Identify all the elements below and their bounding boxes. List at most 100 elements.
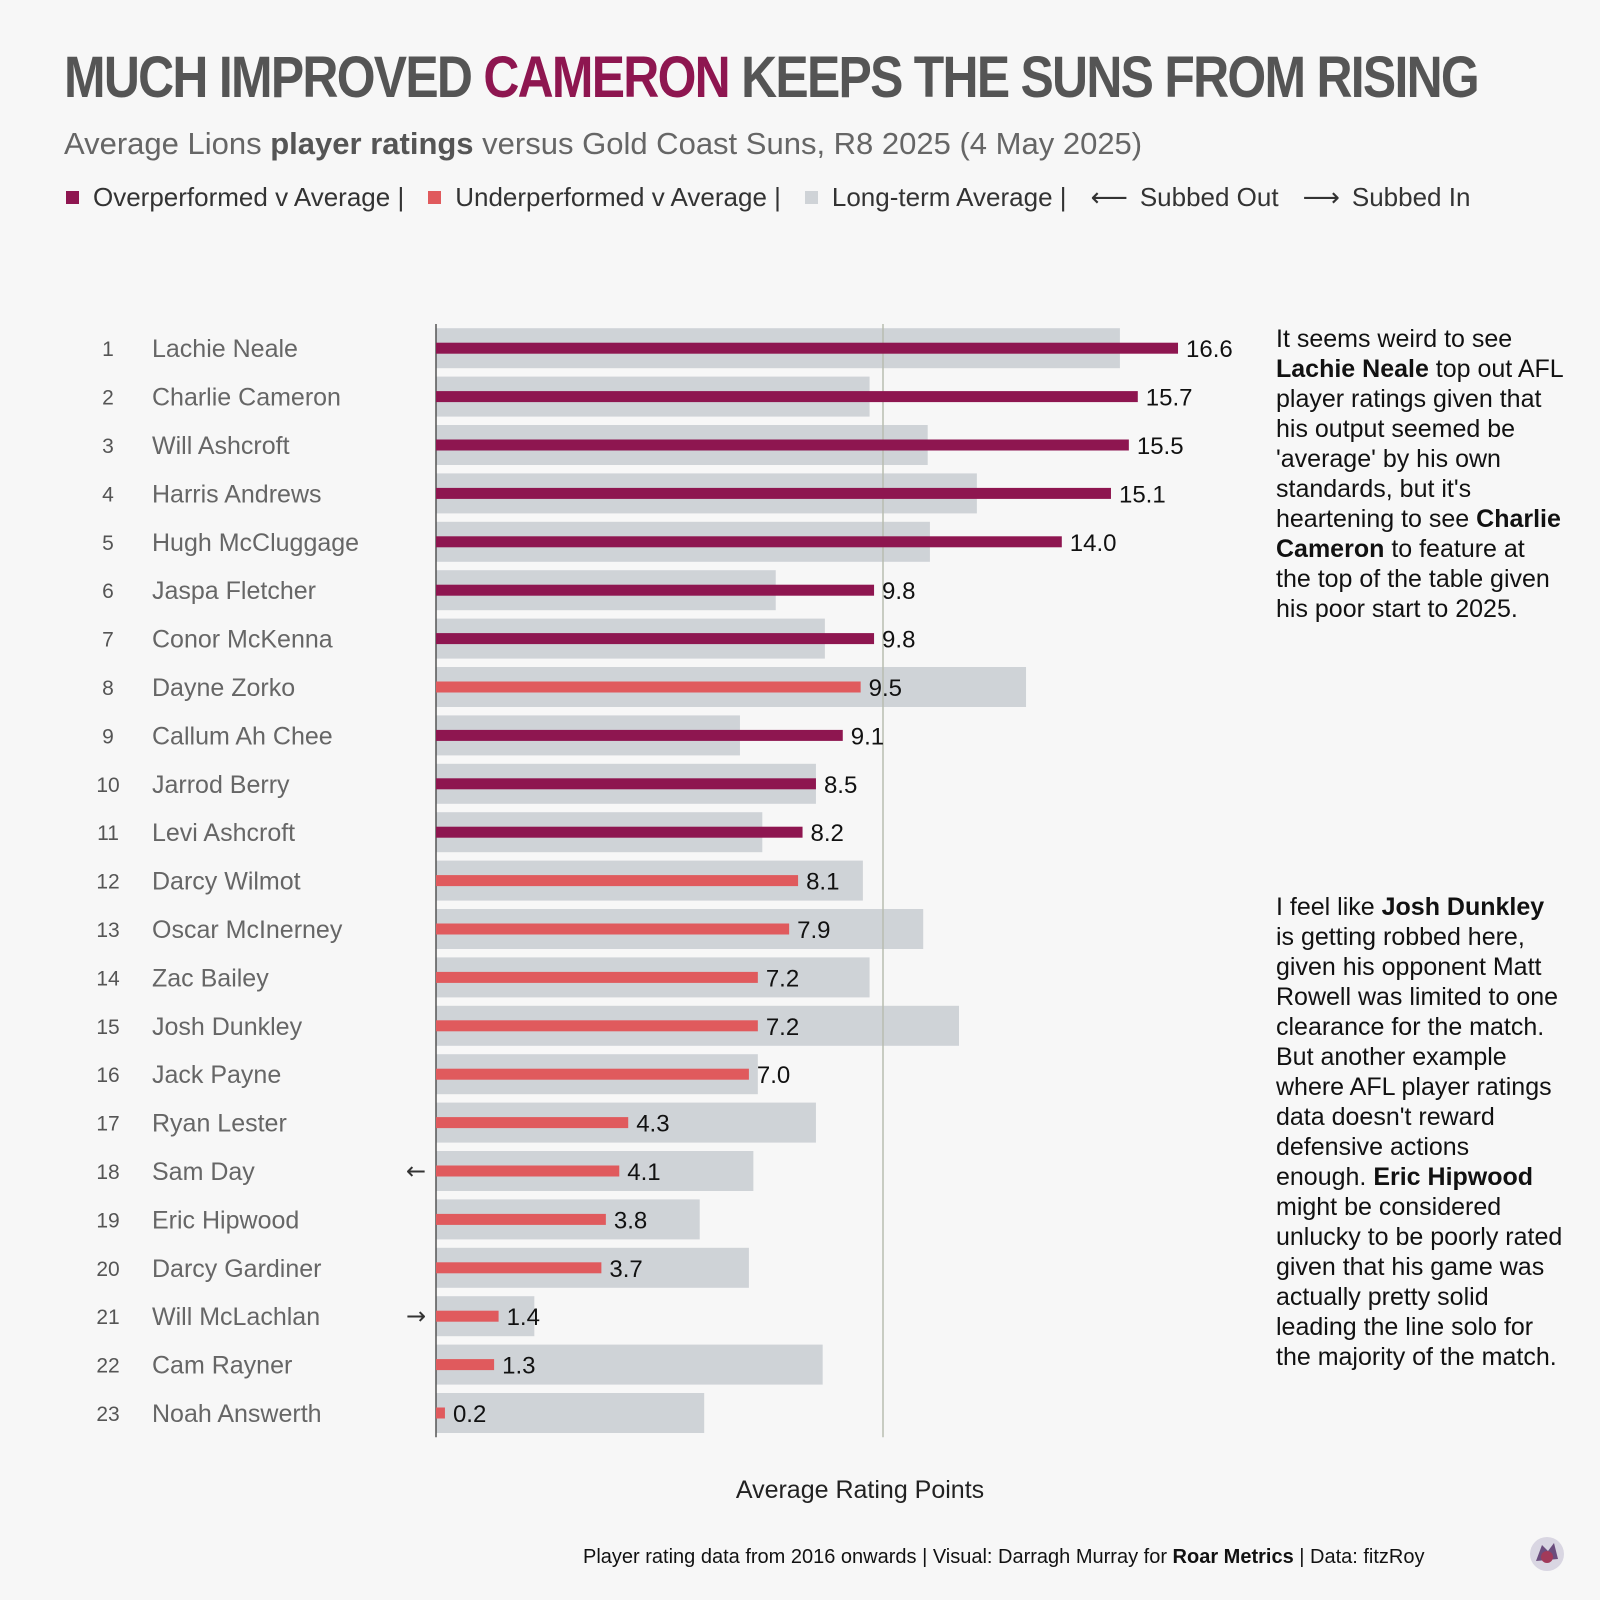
legend-swatch-under (428, 191, 442, 204)
player-name-label: Sam Day (152, 1158, 255, 1186)
player-name-label: Eric Hipwood (152, 1206, 299, 1234)
rank-label: 1 (102, 338, 114, 361)
rank-label: 14 (96, 967, 120, 990)
legend-label-in: Subbed In (1351, 182, 1471, 212)
value-label: 3.7 (609, 1256, 642, 1283)
rating-bar (436, 633, 875, 645)
rank-label: 12 (96, 871, 119, 894)
rank-label: 20 (96, 1258, 119, 1281)
player-name-label: Jack Payne (152, 1061, 281, 1089)
rating-bar (436, 536, 1062, 548)
value-label: 3.8 (614, 1207, 647, 1234)
legend-swatch-avg (804, 191, 818, 204)
player-name-label: Darcy Gardiner (152, 1255, 322, 1283)
player-name-label: Hugh McCluggage (152, 529, 359, 557)
rank-label: 7 (102, 629, 114, 652)
value-label: 14.0 (1070, 530, 1117, 557)
rating-bar (436, 1020, 758, 1032)
rank-label: 17 (96, 1113, 119, 1136)
value-label: 1.4 (507, 1304, 540, 1331)
rank-label: 5 (102, 532, 114, 555)
rating-bar (436, 1213, 606, 1225)
rating-bar (436, 439, 1129, 451)
player-name-label: Levi Ashcroft (152, 819, 295, 847)
subbed-out-arrow-icon: ← (406, 1157, 426, 1185)
player-name-label: Ryan Lester (152, 1110, 287, 1138)
chart-subtitle: Average Lions player ratings versus Gold… (64, 126, 1143, 161)
rating-bar (436, 923, 790, 935)
value-label: 9.5 (869, 675, 902, 702)
value-label: 15.5 (1137, 433, 1184, 460)
value-label: 4.1 (627, 1159, 660, 1186)
rating-bar (436, 584, 875, 596)
rating-bar (436, 1165, 620, 1177)
value-label: 9.1 (851, 723, 884, 750)
rank-label: 23 (96, 1403, 119, 1426)
rank-label: 11 (97, 822, 119, 845)
player-name-label: Cam Rayner (152, 1352, 292, 1380)
rating-bar (436, 391, 1138, 403)
player-name-label: Zac Bailey (152, 964, 269, 992)
player-name-label: Will Ashcroft (152, 432, 290, 460)
rating-bar (436, 1117, 629, 1129)
value-label: 7.2 (766, 1014, 799, 1041)
player-name-label: Noah Answerth (152, 1400, 322, 1428)
legend-swatch-over (66, 191, 79, 204)
legend-label-out: Subbed Out (1139, 182, 1279, 212)
average-bar (436, 1344, 823, 1385)
player-name-label: Callum Ah Chee (152, 722, 333, 750)
x-axis-label: Average Rating Points (736, 1476, 984, 1504)
rating-bar (436, 729, 843, 741)
value-label: 1.3 (502, 1353, 535, 1380)
rank-label: 8 (102, 677, 114, 700)
value-label: 8.5 (824, 772, 857, 799)
value-label: 15.7 (1146, 385, 1193, 412)
rating-bar (436, 826, 803, 838)
value-label: 9.8 (882, 578, 915, 605)
value-label: 7.0 (757, 1062, 790, 1089)
player-name-label: Lachie Neale (152, 335, 298, 363)
value-label: 7.9 (797, 917, 830, 944)
rating-bar (436, 487, 1111, 499)
rank-label: 21 (96, 1306, 119, 1329)
value-label: 9.8 (882, 627, 915, 654)
rating-bar (436, 342, 1179, 354)
player-name-label: Will McLachlan (152, 1303, 320, 1331)
player-name-label: Charlie Cameron (152, 384, 341, 412)
rank-label: 19 (96, 1209, 119, 1232)
player-name-label: Oscar McInerney (152, 916, 343, 944)
value-label: 7.2 (766, 965, 799, 992)
player-name-label: Jarrod Berry (152, 771, 290, 799)
rating-bar (436, 971, 758, 983)
annotation-bottom: I feel like Josh Dunkley is getting robb… (1276, 893, 1563, 1371)
value-label: 16.6 (1186, 336, 1233, 363)
rating-bar (436, 1359, 495, 1371)
value-label: 8.2 (811, 820, 844, 847)
player-name-label: Dayne Zorko (152, 674, 295, 702)
rank-label: 4 (102, 483, 114, 506)
rank-label: 2 (102, 387, 114, 410)
legend: Overperformed v Average | Underperformed… (66, 182, 1470, 213)
rating-bar (436, 778, 816, 790)
rank-label: 18 (96, 1161, 119, 1184)
value-label: 4.3 (636, 1111, 669, 1138)
rank-label: 22 (96, 1355, 119, 1378)
legend-label-under: Underperformed v Average | (455, 182, 781, 212)
rating-bar (436, 1068, 749, 1080)
footer-credits: Player rating data from 2016 onwards | V… (583, 1546, 1425, 1568)
rating-bar (436, 875, 799, 887)
subbed-out-arrow-icon: ⟵ (1090, 182, 1128, 212)
player-name-label: Darcy Wilmot (152, 868, 301, 896)
subbed-in-arrow-icon: ⟶ (1302, 182, 1340, 212)
roar-metrics-logo-icon (1530, 1537, 1564, 1571)
rating-bar (436, 1310, 499, 1322)
annotation-top: It seems weird to see Lachie Neale top o… (1276, 325, 1563, 623)
rank-label: 16 (96, 1064, 119, 1087)
legend-label-over: Overperformed v Average | (93, 182, 405, 212)
value-label: 15.1 (1119, 481, 1166, 508)
rank-label: 3 (102, 435, 114, 458)
rating-bar (436, 1262, 602, 1274)
rank-label: 15 (96, 1016, 119, 1039)
average-bar (436, 1393, 705, 1433)
